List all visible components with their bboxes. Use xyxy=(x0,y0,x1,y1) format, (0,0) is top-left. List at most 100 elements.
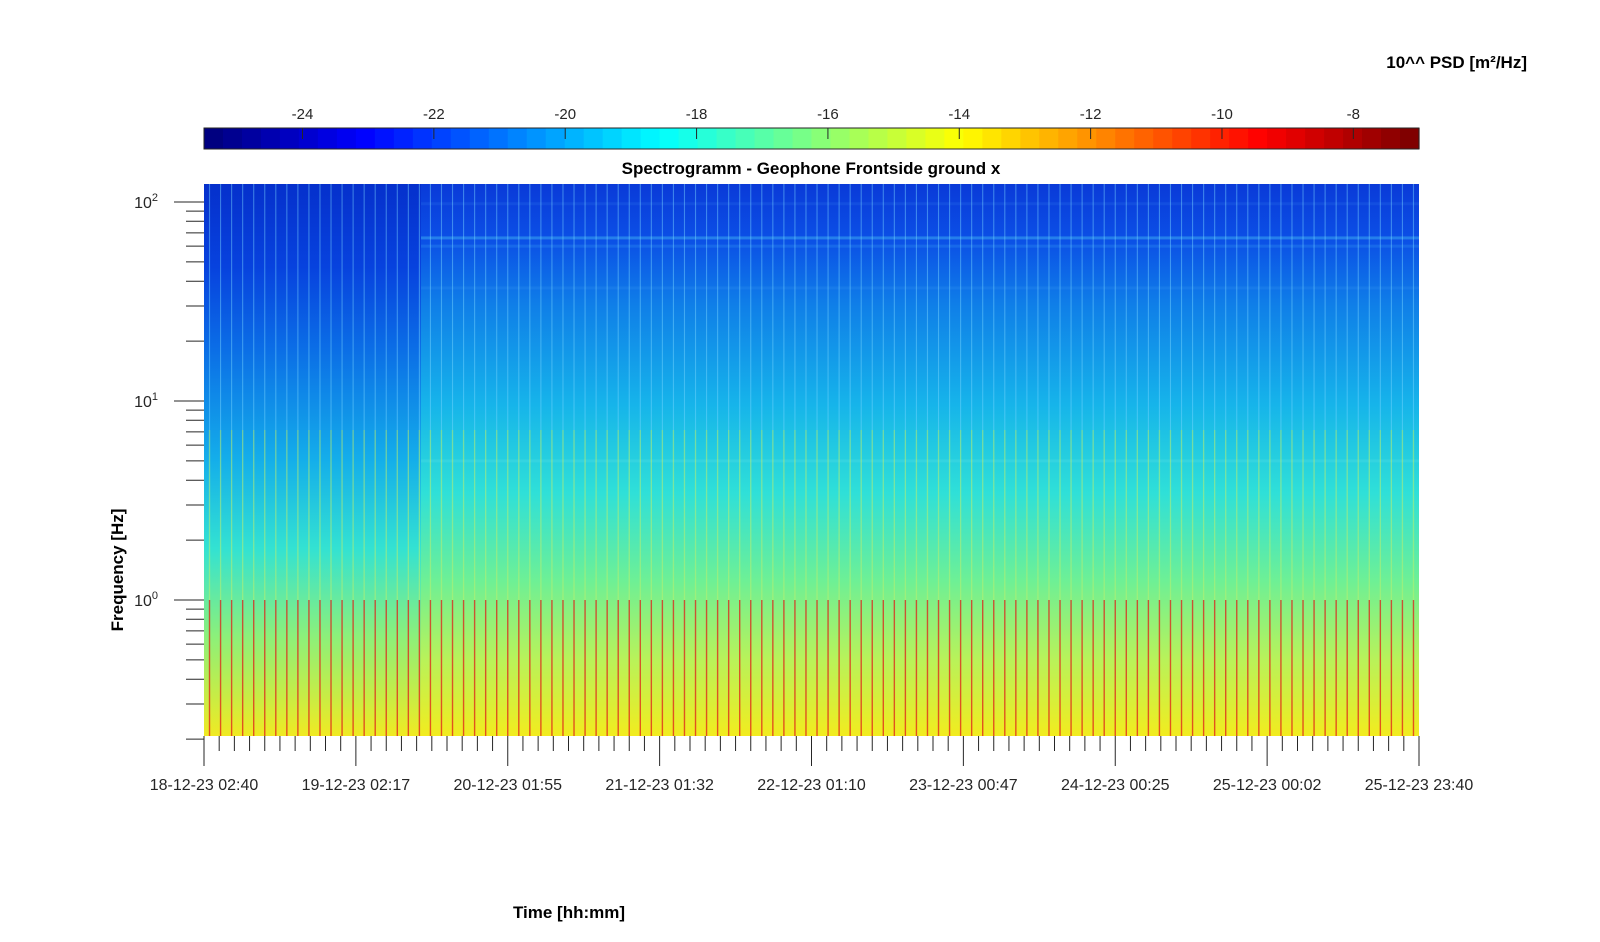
y-tick-label: 102 xyxy=(134,192,158,212)
x-tick-label: 25-12-23 23:40 xyxy=(1365,777,1474,794)
colorbar-segment xyxy=(982,128,1002,149)
colorbar-segment xyxy=(526,128,547,149)
colorbar-segment xyxy=(355,128,376,149)
y-tick-label: 100 xyxy=(134,590,158,610)
spectral-band-line xyxy=(421,202,1419,206)
x-tick-label: 23-12-23 00:47 xyxy=(909,777,1018,794)
colorbar-segment xyxy=(830,128,851,149)
y-axis: 100 101 102 xyxy=(134,192,204,740)
x-tick-label: 24-12-23 00:25 xyxy=(1061,777,1170,794)
colorbar-segment xyxy=(222,128,243,149)
colorbar-segment xyxy=(678,128,699,149)
x-ticks xyxy=(203,736,1420,766)
colorbar-segment xyxy=(450,128,471,149)
colorbar-segment xyxy=(697,128,718,149)
event-lines xyxy=(208,184,1415,736)
colorbar-segment xyxy=(1153,128,1173,149)
colorbar-segment xyxy=(754,128,775,149)
colorbar-segment xyxy=(792,128,813,149)
colorbar-segment xyxy=(1115,128,1135,149)
colorbar-ticks: -24 -22 -20 -18 -16 -14 -12 -10 -8 xyxy=(292,106,1360,139)
colorbar-frame xyxy=(203,127,1420,150)
colorbar-segment xyxy=(773,128,794,149)
colorbar-segment xyxy=(1172,128,1192,149)
colorbar-segment xyxy=(1210,128,1230,149)
y-tick-labels: 100 101 102 xyxy=(134,192,158,610)
colorbar-segment xyxy=(1077,128,1097,149)
colorbar-segment xyxy=(545,128,566,149)
colorbar-segment xyxy=(1324,128,1344,149)
colorbar-segment xyxy=(583,128,604,149)
colorbar-segment xyxy=(963,128,983,149)
colorbar-tick-label: -8 xyxy=(1347,106,1360,123)
y-tick-label: 101 xyxy=(134,391,158,411)
colorbar-segment xyxy=(640,128,661,149)
colorbar-segment xyxy=(659,128,680,149)
colorbar-segment xyxy=(887,128,908,149)
spectral-band-lines xyxy=(421,202,1419,463)
colorbar-segment xyxy=(1248,128,1268,149)
colorbar-segment xyxy=(1191,128,1211,149)
colorbar-tick-label: -22 xyxy=(423,106,445,123)
x-tick-label: 18-12-23 02:40 xyxy=(150,777,259,794)
colorbar-segments xyxy=(204,128,1420,149)
x-tick-label: 25-12-23 00:02 xyxy=(1213,777,1322,794)
colorbar-segment xyxy=(602,128,623,149)
colorbar-segment xyxy=(431,128,452,149)
colorbar-segment xyxy=(1001,128,1021,149)
y-axis-label: Frequency [Hz] xyxy=(108,509,127,632)
colorbar-segment xyxy=(716,128,737,149)
colorbar-tick-label: -16 xyxy=(817,106,839,123)
colorbar-segment xyxy=(393,128,414,149)
colorbar-segment xyxy=(1362,128,1382,149)
colorbar-segment xyxy=(507,128,528,149)
x-axis: 18-12-23 02:40 19-12-23 02:17 20-12-23 01:… xyxy=(150,736,1474,794)
colorbar-segment xyxy=(469,128,490,149)
x-tick-label: 20-12-23 01:55 xyxy=(453,777,562,794)
x-tick-label: 22-12-23 01:10 xyxy=(757,777,866,794)
x-tick-label: 19-12-23 02:17 xyxy=(302,777,411,794)
colorbar-segment xyxy=(241,128,262,149)
colorbar-segment xyxy=(849,128,870,149)
colorbar-segment xyxy=(1058,128,1078,149)
colorbar-segment xyxy=(374,128,395,149)
colorbar-segment xyxy=(1020,128,1040,149)
colorbar-tick-label: -20 xyxy=(554,106,576,123)
colorbar-segment xyxy=(735,128,756,149)
colorbar-segment xyxy=(488,128,509,149)
colorbar-segment xyxy=(204,128,224,149)
colorbar-segment xyxy=(279,128,300,149)
colorbar-segment xyxy=(1039,128,1059,149)
colorbar-segment xyxy=(317,128,338,149)
colorbar-segment xyxy=(868,128,889,149)
colorbar-segment xyxy=(1229,128,1249,149)
colorbar-segment xyxy=(298,128,319,149)
spectral-band-line xyxy=(421,244,1419,248)
colorbar-segment xyxy=(925,128,945,149)
colorbar-segment xyxy=(1400,128,1420,149)
colorbar-tick-label: -24 xyxy=(292,106,314,123)
y-ticks xyxy=(174,201,204,740)
colorbar-segment xyxy=(944,128,964,149)
colorbar-segment xyxy=(412,128,433,149)
x-tick-label: 21-12-23 01:32 xyxy=(605,777,714,794)
colorbar-segment xyxy=(1096,128,1116,149)
spectral-band-line xyxy=(421,459,1419,463)
colorbar-segment xyxy=(336,128,357,149)
colorbar-segment xyxy=(1381,128,1401,149)
colorbar-segment xyxy=(1305,128,1325,149)
colorbar-segment xyxy=(621,128,642,149)
colorbar-segment xyxy=(1134,128,1154,149)
x-tick-labels: 18-12-23 02:40 19-12-23 02:17 20-12-23 01:… xyxy=(150,777,1474,794)
colorbar-tick-label: -10 xyxy=(1211,106,1233,123)
colorbar-label: 10^^ PSD [m²/Hz] xyxy=(1386,53,1527,72)
colorbar-tick-label: -18 xyxy=(686,106,708,123)
colorbar-segment xyxy=(1267,128,1287,149)
colorbar-segment xyxy=(811,128,832,149)
colorbar-segment xyxy=(906,128,926,149)
colorbar: -24 -22 -20 -18 -16 -14 -12 -10 -8 xyxy=(203,106,1420,150)
colorbar-tick-label: -14 xyxy=(948,106,970,123)
x-axis-label: Time [hh:mm] xyxy=(513,903,625,922)
colorbar-tick-label: -12 xyxy=(1080,106,1102,123)
